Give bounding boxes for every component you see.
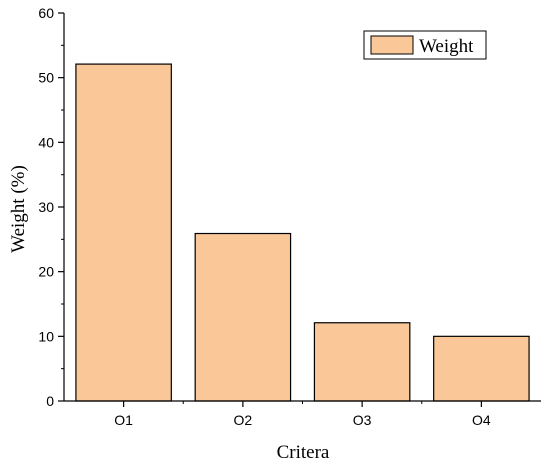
bar-o2 — [194, 232, 292, 402]
x-tick-label: O1 — [114, 412, 133, 428]
x-tick-label: O4 — [472, 412, 491, 428]
legend: Weight — [363, 30, 487, 60]
bar-o1 — [75, 63, 172, 402]
y-tick-label: 60 — [38, 5, 54, 21]
y-tick-label: 10 — [38, 328, 54, 344]
y-tick-label: 30 — [38, 199, 54, 215]
y-tick-label: 20 — [38, 264, 54, 280]
y-axis-label: Weight (%) — [8, 165, 29, 253]
bar-o4 — [433, 335, 530, 402]
bar-o3 — [313, 322, 411, 402]
x-axis-label: Critera — [277, 442, 330, 463]
legend-swatch — [370, 35, 414, 55]
y-tick-label: 40 — [38, 134, 54, 150]
x-tick-label: O2 — [234, 412, 253, 428]
y-axis-ticks: 0 10 20 30 40 50 60 — [38, 5, 64, 409]
x-tick-label: O3 — [353, 412, 372, 428]
x-axis-ticks: O1 O2 O3 O4 — [114, 401, 491, 428]
legend-label-weight: Weight — [419, 36, 474, 57]
bars-group — [75, 63, 530, 402]
y-tick-label: 50 — [38, 70, 54, 86]
y-tick-label: 0 — [46, 393, 54, 409]
